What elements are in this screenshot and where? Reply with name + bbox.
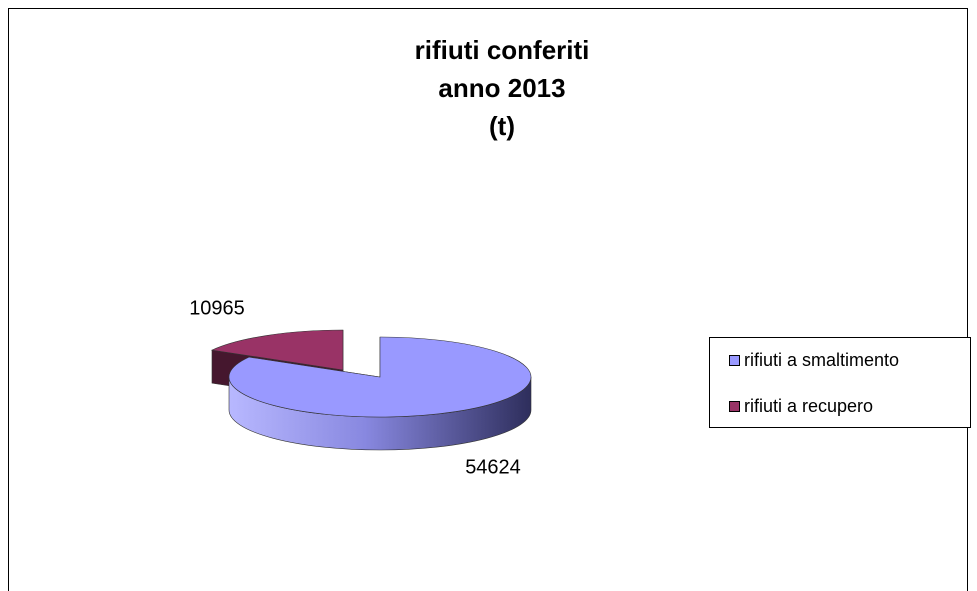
data-label: 10965 (189, 297, 245, 319)
chart-title: anno 2013 (438, 73, 565, 103)
chart-title: (t) (489, 111, 515, 141)
chart-title: rifiuti conferiti (415, 35, 590, 65)
legend-box (709, 337, 971, 428)
legend-label: rifiuti a smaltimento (744, 350, 899, 370)
legend-swatch (729, 401, 740, 412)
legend-label: rifiuti a recupero (744, 396, 873, 416)
chart-frame (8, 8, 968, 591)
slice (228, 336, 532, 418)
legend-swatch (729, 355, 740, 366)
slice (210, 329, 344, 371)
data-label: 54624 (465, 456, 521, 478)
